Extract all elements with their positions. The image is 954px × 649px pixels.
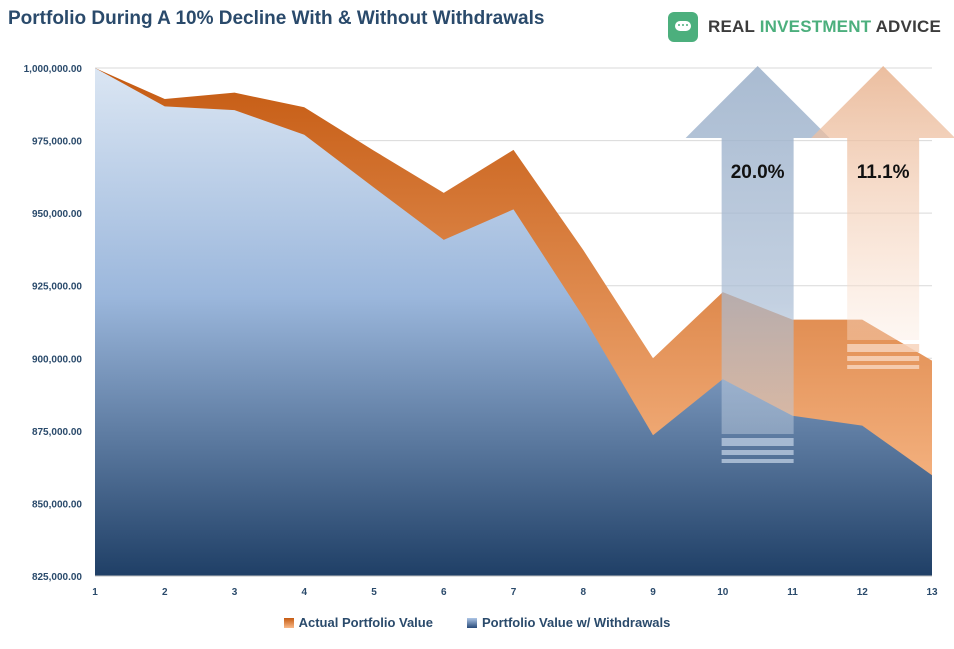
x-tick-label: 1 bbox=[92, 587, 98, 598]
legend-swatch-withdrawals bbox=[466, 617, 477, 628]
legend-swatch-actual bbox=[283, 617, 294, 628]
arrow-tail-stripe bbox=[721, 438, 794, 446]
brand-logo: REAL INVESTMENT ADVICE bbox=[668, 12, 941, 42]
arrow-shape-orange bbox=[811, 66, 954, 340]
x-tick-label: 4 bbox=[301, 587, 307, 598]
arrow-tail-stripe bbox=[721, 459, 794, 463]
y-tick-label: 975,000.00 bbox=[32, 137, 82, 148]
brand-name: REAL INVESTMENT ADVICE bbox=[708, 17, 941, 37]
x-tick-label: 5 bbox=[371, 587, 377, 598]
y-tick-label: 875,000.00 bbox=[32, 427, 82, 438]
x-tick-label: 13 bbox=[926, 587, 938, 598]
x-tick-label: 12 bbox=[857, 587, 869, 598]
chat-bubble-icon bbox=[668, 12, 698, 42]
x-tick-label: 6 bbox=[441, 587, 447, 598]
x-tick-label: 8 bbox=[580, 587, 586, 598]
arrow-orange: 11.1% bbox=[811, 66, 954, 369]
chart-title: Portfolio During A 10% Decline With & Wi… bbox=[8, 8, 545, 29]
y-tick-label: 850,000.00 bbox=[32, 499, 82, 510]
arrow-shape-blue bbox=[685, 66, 830, 434]
y-tick-label: 950,000.00 bbox=[32, 209, 82, 220]
annotation-arrows: 20.0% 11.1% bbox=[685, 66, 954, 463]
legend-label-withdrawals: Portfolio Value w/ Withdrawals bbox=[481, 615, 671, 630]
arrow-tail-stripe bbox=[847, 356, 920, 361]
x-tick-label: 3 bbox=[232, 587, 238, 598]
arrow-tail-stripe bbox=[847, 365, 920, 369]
legend: Actual Portfolio Value Portfolio Value w… bbox=[0, 615, 954, 630]
x-tick-label: 9 bbox=[650, 587, 656, 598]
arrow-tail-stripe bbox=[721, 450, 794, 455]
arrow-blue: 20.0% bbox=[685, 66, 830, 463]
x-tick-label: 11 bbox=[787, 587, 798, 598]
area-portfolio-with-withdrawals bbox=[95, 68, 932, 576]
brand-word-real: REAL bbox=[708, 17, 755, 36]
legend-item-withdrawals: Portfolio Value w/ Withdrawals bbox=[466, 615, 671, 630]
y-tick-label: 1,000,000.00 bbox=[24, 64, 83, 75]
x-tick-label: 2 bbox=[162, 587, 168, 598]
annotation-label-blue: 20.0% bbox=[731, 162, 785, 183]
y-tick-label: 825,000.00 bbox=[32, 572, 82, 583]
y-tick-label: 900,000.00 bbox=[32, 354, 82, 365]
y-tick-label: 925,000.00 bbox=[32, 282, 82, 293]
arrow-tail-stripe bbox=[847, 344, 920, 352]
series-areas bbox=[95, 68, 932, 576]
x-tick-label: 7 bbox=[511, 587, 517, 598]
brand-word-investment: INVESTMENT bbox=[759, 17, 872, 36]
legend-label-actual: Actual Portfolio Value bbox=[298, 615, 433, 630]
x-tick-label: 10 bbox=[717, 587, 729, 598]
brand-word-advice: ADVICE bbox=[875, 17, 942, 36]
legend-item-actual: Actual Portfolio Value bbox=[283, 615, 433, 630]
annotation-label-orange: 11.1% bbox=[857, 162, 910, 183]
axes: 1,000,000.00 975,000.00 950,000.00 925,000.… bbox=[24, 64, 938, 598]
